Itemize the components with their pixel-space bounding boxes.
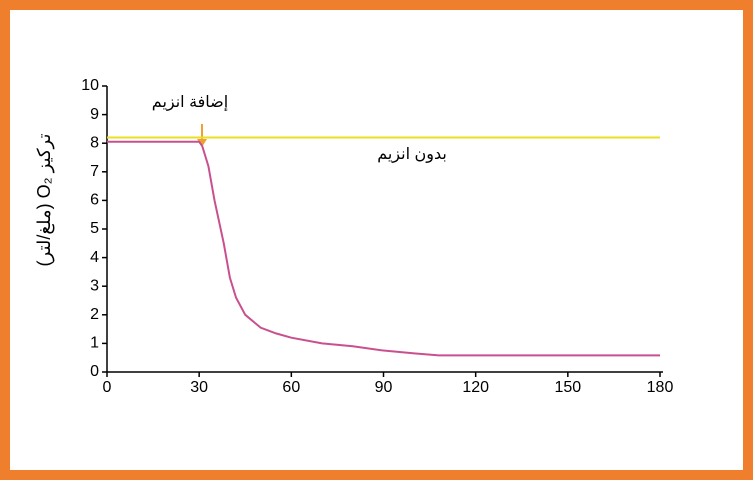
- y-tick-label: 7: [90, 163, 99, 180]
- x-tick-label: 150: [554, 379, 581, 396]
- y-tick-label: 8: [90, 134, 99, 151]
- x-tick-label: 60: [282, 379, 300, 396]
- y-tick-label: 4: [90, 249, 99, 266]
- y-tick-label: 10: [81, 77, 99, 94]
- y-tick-label: 5: [90, 220, 99, 237]
- annotation: بدون انزيم: [377, 146, 447, 164]
- x-tick-label: 0: [103, 379, 112, 396]
- y-tick-label: 0: [90, 363, 99, 380]
- x-tick-label: 30: [190, 379, 208, 396]
- y-tick-label: 2: [90, 306, 99, 323]
- line: [107, 140, 660, 357]
- y-tick-label: 3: [90, 277, 99, 294]
- x-tick-label: 120: [462, 379, 489, 396]
- y-tick-label: 6: [90, 192, 99, 209]
- annotation: إضافة انزيم: [152, 94, 228, 112]
- x-tick-label: 90: [375, 379, 393, 396]
- y-tick-label: 9: [90, 106, 99, 123]
- x-tick-label: 180: [647, 379, 674, 396]
- y-tick-label: 1: [90, 335, 99, 352]
- y-axis-label: تركيز O₂ (ملغ/لتر): [34, 134, 55, 267]
